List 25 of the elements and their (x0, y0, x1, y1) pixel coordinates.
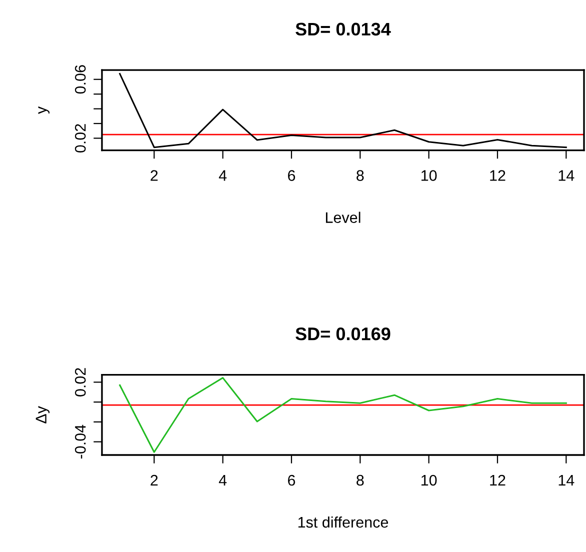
x-tick-label: 10 (421, 474, 437, 486)
y-tick-label: 0.06 (74, 65, 86, 94)
x-tick-label: 4 (218, 475, 227, 486)
chart-title: SD= 0.0169 (296, 327, 390, 340)
y-axis-title: y (38, 106, 50, 114)
x-tick-label: 14 (558, 475, 574, 486)
x-tick-label: 12 (490, 474, 506, 486)
y-axis-title: Δy (36, 406, 50, 424)
x-tick-label: 8 (356, 474, 364, 486)
x-axis-title: Level (326, 212, 360, 223)
y-tick-label: 0.02 (74, 368, 86, 396)
chart-title: SD= 0.0134 (296, 22, 391, 36)
x-tick-label: 2 (150, 170, 158, 181)
y-tick-label: -0.04 (74, 424, 86, 459)
x-tick-label: 2 (150, 474, 158, 486)
x-axis-title: 1st difference (298, 516, 388, 528)
x-tick-label: 6 (288, 170, 296, 181)
y-tick-label: 0.02 (74, 124, 86, 152)
x-tick-label: 8 (356, 170, 364, 181)
x-tick-label: 4 (218, 170, 227, 181)
x-tick-label: 6 (288, 474, 296, 486)
x-tick-label: 14 (558, 170, 574, 181)
line-series (119, 377, 567, 453)
x-tick-label: 12 (490, 170, 506, 181)
x-tick-label: 10 (421, 170, 437, 181)
